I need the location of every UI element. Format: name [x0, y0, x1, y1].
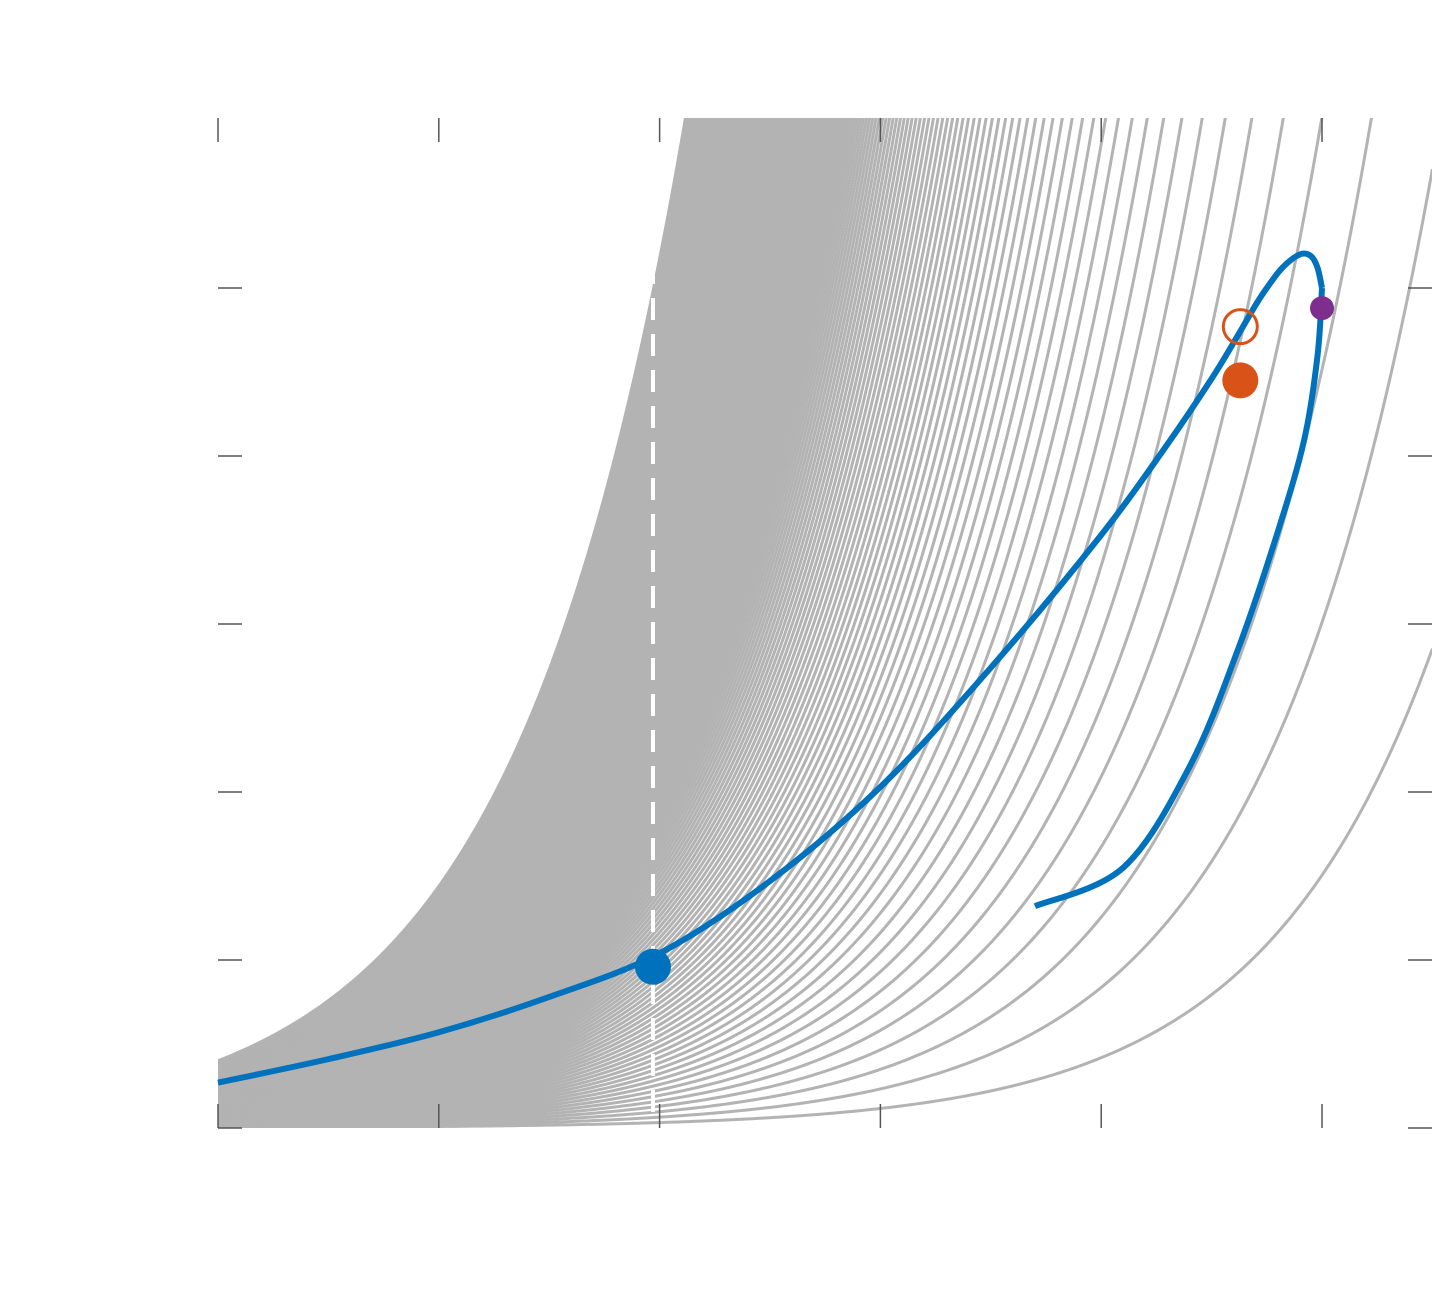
data-markers: [634, 296, 1334, 985]
lower-branch: [1033, 287, 1325, 910]
upper-branch: [217, 250, 1325, 1086]
background-curve: [218, 118, 687, 1063]
axis-ticks: [217, 118, 1432, 1129]
orange-dot: [1222, 362, 1259, 399]
orange-ring: [1221, 308, 1259, 346]
blue-dot: [634, 948, 671, 985]
background-curves: [218, 118, 1432, 1128]
purple-dot: [1310, 296, 1334, 321]
data-series: [217, 250, 1325, 1086]
